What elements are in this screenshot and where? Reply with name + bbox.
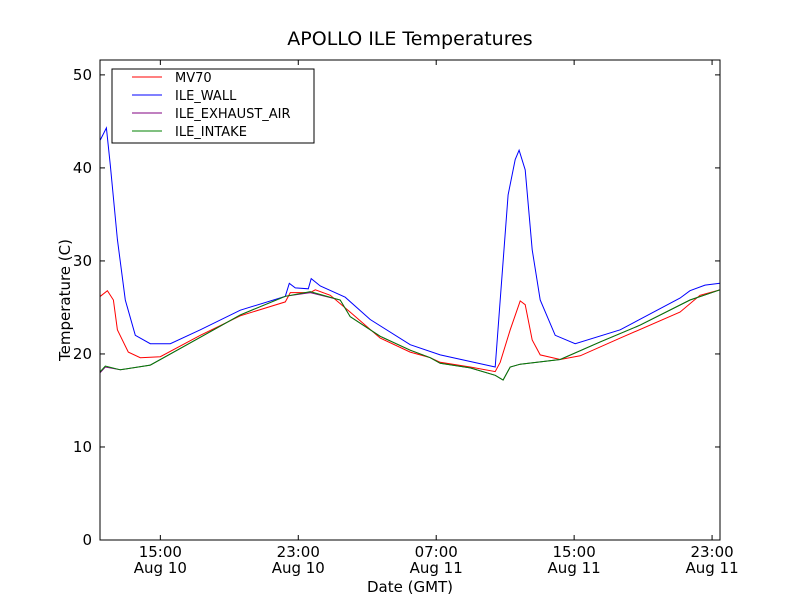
x-tick-sublabel: Aug 11 [548, 559, 601, 577]
y-tick-label: 50 [73, 66, 92, 84]
y-tick-label: 0 [82, 531, 92, 549]
y-tick-label: 10 [73, 438, 92, 456]
x-tick-sublabel: Aug 11 [410, 559, 463, 577]
axes-frame [99, 59, 721, 541]
y-axis: 0 10 20 30 40 50 [73, 66, 720, 549]
x-tick-label: 07:00 [415, 543, 458, 561]
x-tick-label: 23:00 [690, 543, 733, 561]
chart-title: APOLLO ILE Temperatures [287, 28, 532, 50]
legend-label: ILE_WALL [175, 89, 237, 104]
y-tick-label: 30 [73, 252, 92, 270]
legend-label: ILE_INTAKE [175, 125, 247, 140]
x-tick-label: 15:00 [139, 543, 182, 561]
x-tick-sublabel: Aug 11 [685, 559, 738, 577]
x-tick-sublabel: Aug 10 [272, 559, 325, 577]
series-line-ile-intake [99, 289, 721, 381]
legend-label: MV70 [175, 71, 212, 86]
plot-area [99, 126, 721, 381]
series-line-mv70 [99, 289, 721, 373]
y-tick-label: 40 [73, 159, 92, 177]
legend: MV70 ILE_WALL ILE_EXHAUST_AIR ILE_INTAKE [111, 68, 315, 144]
series-line-ile-wall [99, 126, 721, 368]
legend-label: ILE_EXHAUST_AIR [175, 107, 291, 122]
x-tick-label: 23:00 [277, 543, 320, 561]
x-axis-label: Date (GMT) [367, 578, 453, 596]
y-axis-label: Temperature (C) [56, 239, 74, 362]
y-tick-label: 20 [73, 345, 92, 363]
x-tick-label: 15:00 [553, 543, 596, 561]
x-tick-sublabel: Aug 10 [134, 559, 187, 577]
